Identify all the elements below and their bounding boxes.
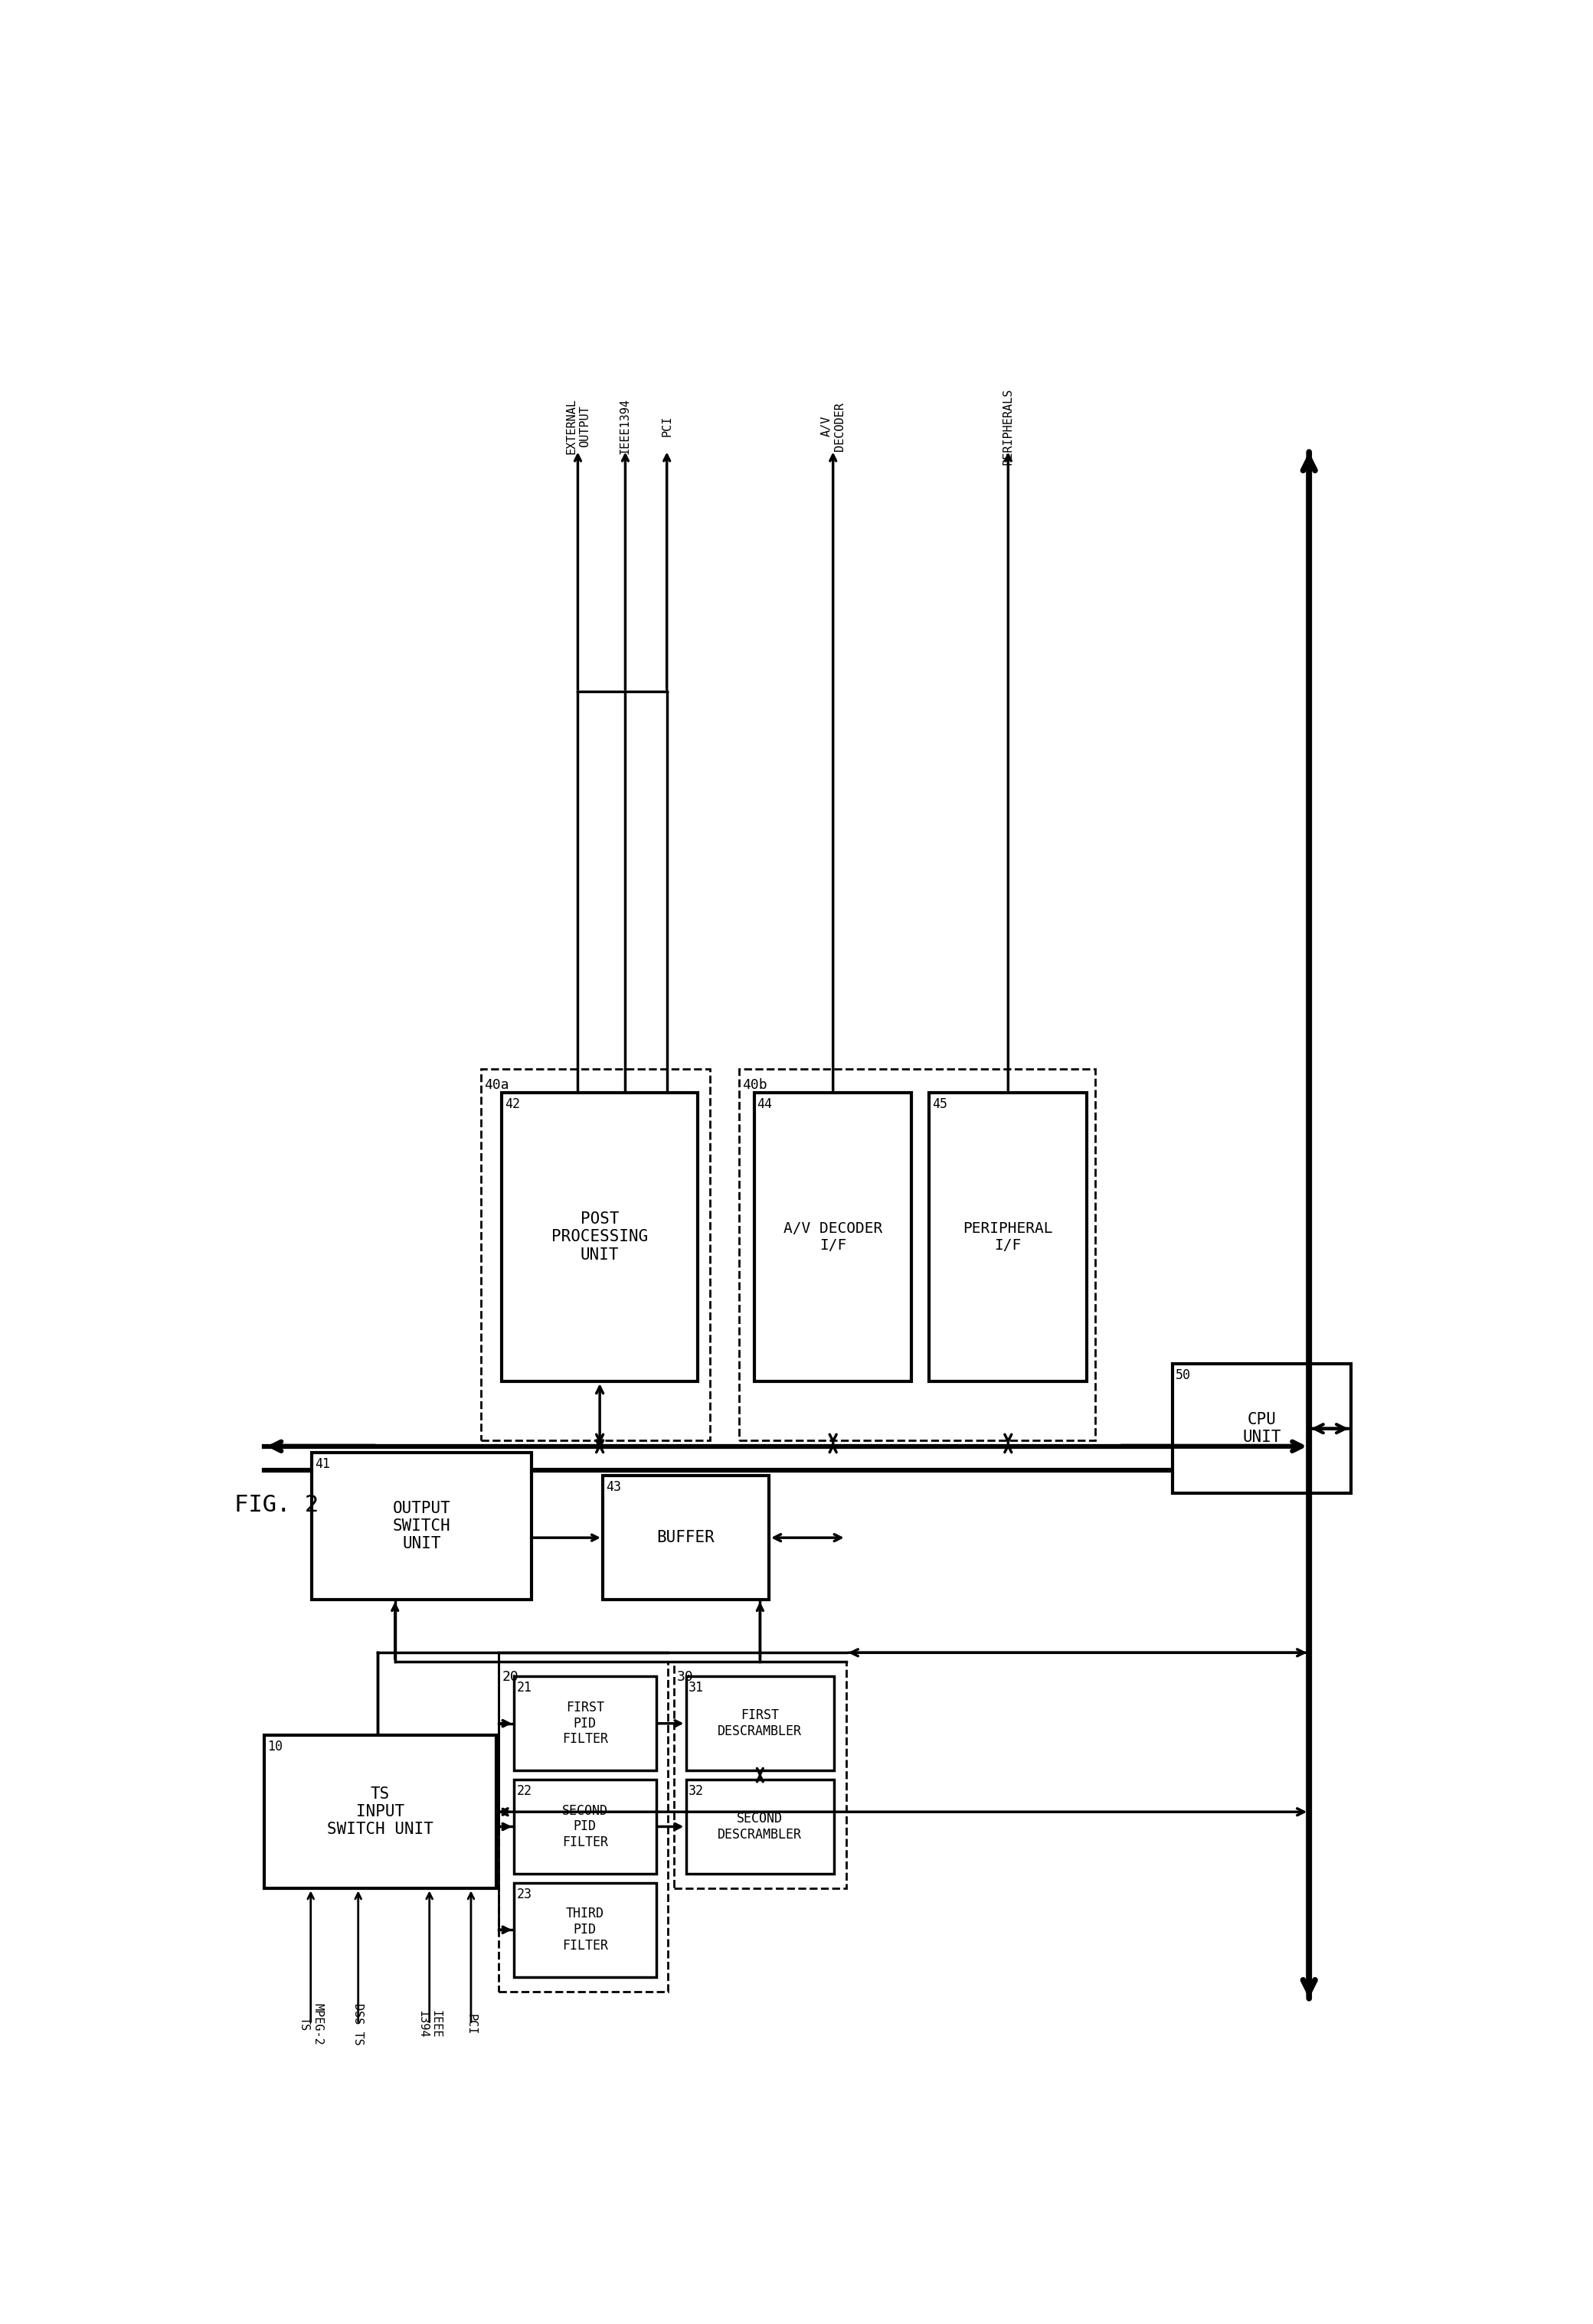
Text: CPU
UNIT: CPU UNIT (1243, 1413, 1281, 1446)
Text: 21: 21 (516, 1680, 532, 1694)
Text: 32: 32 (688, 1785, 704, 1799)
Text: EXTERNAL
OUTPUT: EXTERNAL OUTPUT (566, 397, 591, 453)
Text: 23: 23 (516, 1887, 532, 1901)
Bar (929, 1092, 1086, 1380)
Text: DSS TS: DSS TS (352, 2003, 363, 2045)
Text: 20: 20 (502, 1671, 518, 1685)
Text: THIRD
PID
FILTER: THIRD PID FILTER (562, 1908, 609, 1952)
Text: IEEE1394: IEEE1394 (620, 397, 631, 453)
Bar (602, 1476, 769, 1599)
Text: PCI: PCI (661, 416, 672, 437)
Text: 42: 42 (505, 1097, 521, 1111)
Text: BUFFER: BUFFER (656, 1529, 715, 1545)
Text: SECOND
PID
FILTER: SECOND PID FILTER (562, 1803, 609, 1850)
Text: FIG. 2: FIG. 2 (234, 1494, 319, 1515)
Bar (499, 1662, 667, 1992)
Text: 10: 10 (268, 1741, 282, 1755)
Text: 30: 30 (677, 1671, 693, 1685)
Bar (753, 1092, 911, 1380)
Bar (739, 1069, 1096, 1441)
Text: OUTPUT
SWITCH
UNIT: OUTPUT SWITCH UNIT (393, 1501, 451, 1552)
Bar (312, 1452, 532, 1599)
Text: 40a: 40a (484, 1078, 510, 1092)
Text: PERIPHERALS: PERIPHERALS (1002, 388, 1013, 465)
Bar (513, 1676, 656, 1771)
Text: 43: 43 (605, 1480, 621, 1494)
Text: 50: 50 (1176, 1369, 1192, 1383)
Text: A/V
DECODER: A/V DECODER (820, 402, 846, 451)
Bar (687, 1676, 835, 1771)
Text: 41: 41 (315, 1457, 330, 1471)
Bar (502, 1092, 698, 1380)
Bar (687, 1780, 835, 1873)
Text: 45: 45 (932, 1097, 948, 1111)
Text: TS
INPUT
SWITCH UNIT: TS INPUT SWITCH UNIT (327, 1787, 433, 1838)
Text: POST
PROCESSING
UNIT: POST PROCESSING UNIT (551, 1211, 648, 1262)
Text: 22: 22 (516, 1785, 532, 1799)
Text: MPEG-2
TS: MPEG-2 TS (298, 2003, 323, 2045)
Text: FIRST
PID
FILTER: FIRST PID FILTER (562, 1701, 609, 1745)
Text: 31: 31 (688, 1680, 704, 1694)
Bar (513, 1780, 656, 1873)
Text: A/V DECODER
I/F: A/V DECODER I/F (784, 1222, 883, 1253)
Text: FIRST
DESCRAMBLER: FIRST DESCRAMBLER (718, 1708, 803, 1738)
Text: 40b: 40b (742, 1078, 768, 1092)
Text: PCI: PCI (465, 2013, 476, 2034)
Text: 44: 44 (757, 1097, 773, 1111)
Bar (674, 1662, 846, 1889)
Bar (481, 1069, 709, 1441)
Text: PERIPHERAL
I/F: PERIPHERAL I/F (962, 1222, 1053, 1253)
Bar (1172, 1364, 1351, 1494)
Bar (513, 1882, 656, 1978)
Text: SECOND
DESCRAMBLER: SECOND DESCRAMBLER (718, 1813, 803, 1841)
Bar (264, 1736, 495, 1889)
Text: IEEE
1394: IEEE 1394 (417, 2010, 441, 2038)
